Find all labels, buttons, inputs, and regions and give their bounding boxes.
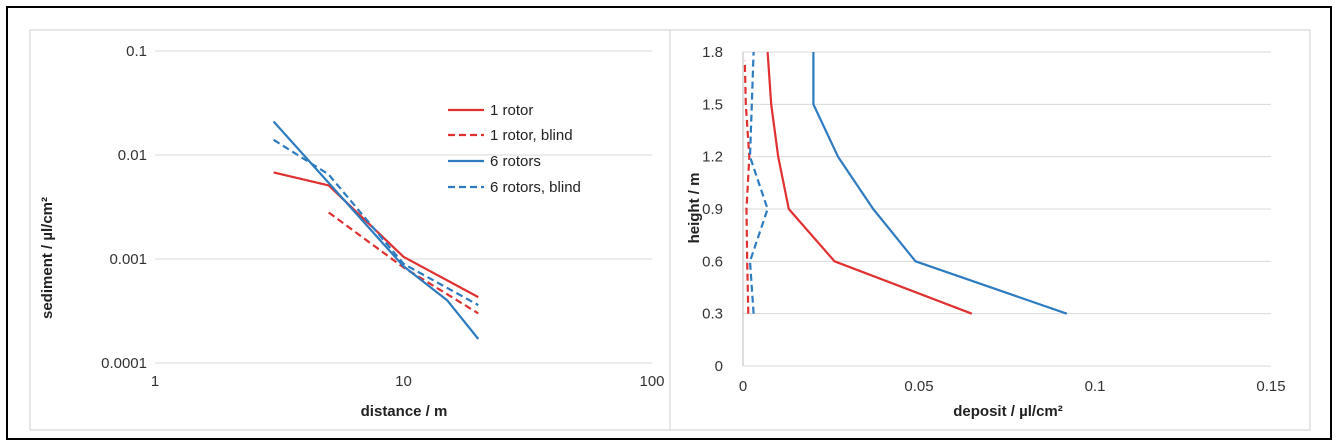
series-line-6-rotors-blind [748, 51, 769, 314]
y-tick-label: 0.01 [118, 147, 147, 164]
figure-frame [6, 6, 1332, 440]
left-x-axis-title: distance / m [361, 403, 448, 420]
y-tick-label: 1.2 [702, 149, 723, 166]
legend-label-6-rotors: 6 rotors [490, 153, 541, 170]
x-tick-label: 0.05 [904, 378, 933, 395]
x-tick-label: 1 [151, 373, 159, 390]
y-tick-label: 0.1 [126, 43, 147, 60]
left-gridlines [155, 50, 652, 364]
legend-label-6-rotors-blind: 6 rotors, blind [490, 179, 581, 196]
y-tick-label: 0 [715, 358, 723, 375]
left-series [272, 120, 480, 340]
x-tick-label: 10 [395, 373, 412, 390]
x-tick-label: 0.15 [1256, 378, 1285, 395]
y-tick-label: 0.6 [702, 253, 723, 270]
right-x-axis-title: deposit / µl/cm² [953, 403, 1063, 420]
legend-label-1-rotor: 1 rotor [490, 102, 533, 119]
series-line-1-rotor [766, 51, 973, 315]
y-tick-label: 1.5 [702, 96, 723, 113]
series-line-6-rotors-blind [273, 138, 479, 307]
series-line-6-rotors [272, 120, 480, 340]
y-tick-label: 1.8 [702, 44, 723, 61]
y-tick-label: 0.0001 [101, 355, 147, 372]
series-line-6-rotors [812, 52, 1068, 315]
series-line-1-rotor [273, 171, 479, 299]
legend: 1 rotor 1 rotor, blind 6 rotors 6 rotors… [448, 102, 581, 196]
y-tick-label: 0.001 [109, 251, 147, 268]
x-tick-label: 0 [739, 378, 747, 395]
right-gridlines [742, 51, 1271, 367]
y-tick-label: 0.3 [702, 306, 723, 323]
right-tick-labels: 0 0.3 0.6 0.9 1.2 1.5 1.8 0 0.05 0.1 0.15 [702, 44, 1285, 395]
right-series [743, 51, 1068, 315]
series-line-1-rotor-blind [743, 60, 751, 314]
legend-label-1-rotor-blind: 1 rotor, blind [490, 127, 573, 144]
right-chart: 0 0.3 0.6 0.9 1.2 1.5 1.8 0 0.05 0.1 0.15 deposit … [669, 29, 1311, 431]
right-chart-area [669, 29, 1311, 431]
y-tick-label: 0.9 [702, 201, 723, 218]
left-y-axis-title: sediment / µl/cm² [39, 197, 56, 319]
x-tick-label: 0.1 [1085, 378, 1106, 395]
right-y-axis-title: height / m [686, 173, 703, 244]
x-tick-label: 100 [639, 373, 664, 390]
